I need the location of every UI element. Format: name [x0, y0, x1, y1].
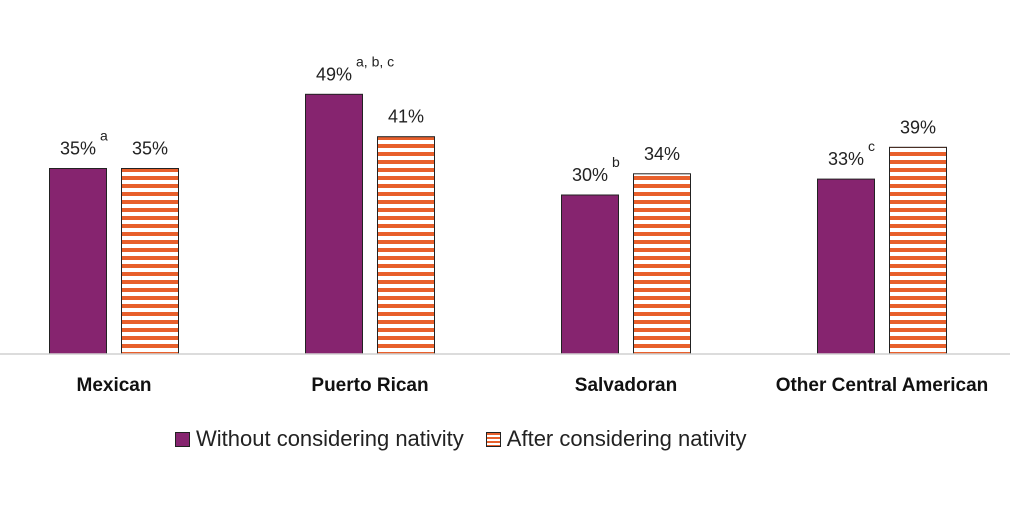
data-label-without-3: 33% [828, 149, 864, 169]
bar-without-1 [305, 93, 363, 355]
data-label-without-0: 35% [60, 139, 96, 159]
category-label-0: Mexican [77, 375, 152, 396]
data-label-without-1: 49% [316, 64, 352, 84]
bar-after-3 [889, 146, 947, 355]
superscript-without-2: b [612, 154, 620, 170]
bars-layer [49, 93, 947, 355]
superscript-without-0: a [100, 128, 108, 144]
bar-without-2 [561, 194, 619, 355]
legend-item-after-nativity: After considering nativity [485, 426, 747, 452]
bar-after-1 [377, 136, 435, 355]
bar-without-3 [817, 178, 875, 355]
data-label-after-1: 41% [388, 107, 424, 127]
legend-item-without-nativity: Without considering nativity [175, 426, 464, 452]
data-label-without-2: 30% [572, 165, 608, 185]
legend-swatch-striped [485, 431, 501, 447]
legend: Without considering nativity After consi… [175, 426, 768, 452]
data-label-after-0: 35% [132, 139, 168, 159]
bar-after-2 [633, 173, 691, 355]
category-label-1: Puerto Rican [311, 375, 428, 396]
superscript-without-1: a, b, c [356, 53, 394, 69]
bar-after-0 [121, 168, 179, 355]
data-label-after-3: 39% [900, 117, 936, 137]
data-label-after-2: 34% [644, 144, 680, 164]
superscript-without-3: c [868, 138, 875, 154]
legend-swatch-solid [175, 431, 190, 447]
bar-without-0 [49, 168, 107, 355]
category-label-3: Other Central American [776, 375, 989, 396]
legend-label-without-nativity: Without considering nativity [196, 426, 464, 451]
legend-label-after-nativity: After considering nativity [506, 426, 747, 451]
category-label-2: Salvadoran [575, 375, 677, 396]
